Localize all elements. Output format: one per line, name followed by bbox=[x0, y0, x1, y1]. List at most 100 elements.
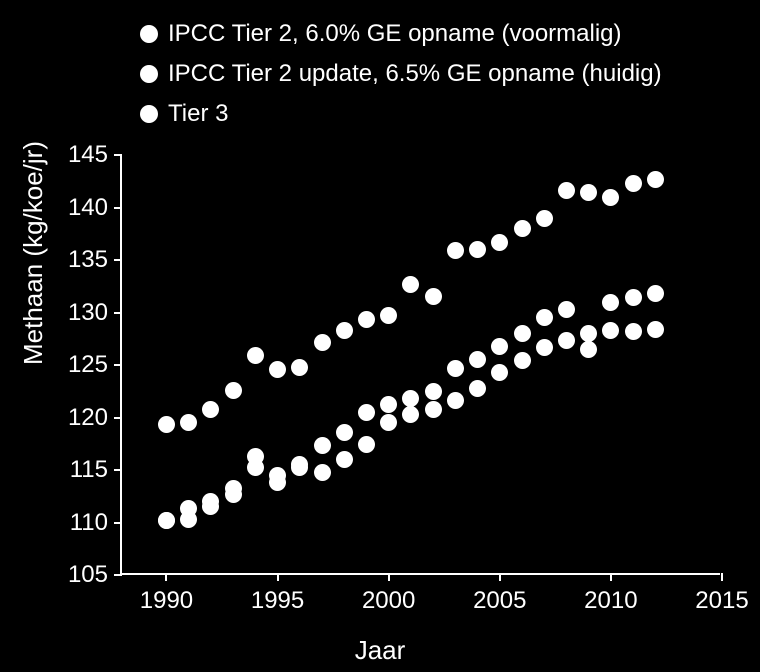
data-point bbox=[314, 334, 331, 351]
data-point bbox=[158, 512, 175, 529]
circle-marker-icon bbox=[140, 65, 158, 83]
data-point bbox=[536, 339, 553, 356]
data-point bbox=[336, 451, 353, 468]
data-point bbox=[158, 416, 175, 433]
x-tick bbox=[721, 573, 723, 581]
y-tick bbox=[114, 469, 122, 471]
y-tick bbox=[114, 312, 122, 314]
x-tick-label: 2015 bbox=[695, 587, 748, 615]
data-point bbox=[291, 359, 308, 376]
circle-marker-icon bbox=[140, 25, 158, 43]
data-point bbox=[180, 414, 197, 431]
data-point bbox=[469, 380, 486, 397]
data-point bbox=[536, 309, 553, 326]
x-tick-label: 2010 bbox=[584, 587, 637, 615]
data-point bbox=[269, 474, 286, 491]
legend-label: IPCC Tier 2, 6.0% GE opname (voormalig) bbox=[168, 20, 622, 48]
y-tick-label: 115 bbox=[70, 456, 108, 484]
y-tick-label: 135 bbox=[68, 246, 108, 274]
data-point bbox=[447, 242, 464, 259]
chart-container: Methaan (kg/koe/jr) 10511011512012513013… bbox=[0, 145, 760, 672]
data-point bbox=[580, 184, 597, 201]
data-point bbox=[402, 406, 419, 423]
x-tick bbox=[610, 573, 612, 581]
y-tick-label: 125 bbox=[68, 351, 108, 379]
data-point bbox=[269, 361, 286, 378]
data-point bbox=[647, 285, 664, 302]
data-point bbox=[314, 464, 331, 481]
data-point bbox=[491, 338, 508, 355]
y-tick bbox=[114, 259, 122, 261]
data-point bbox=[447, 392, 464, 409]
y-tick bbox=[114, 522, 122, 524]
data-point bbox=[625, 175, 642, 192]
y-tick bbox=[114, 207, 122, 209]
y-tick bbox=[114, 154, 122, 156]
data-point bbox=[558, 301, 575, 318]
data-point bbox=[425, 288, 442, 305]
x-tick bbox=[277, 573, 279, 581]
data-point bbox=[491, 234, 508, 251]
data-point bbox=[402, 276, 419, 293]
data-point bbox=[447, 360, 464, 377]
data-point bbox=[514, 220, 531, 237]
x-tick-label: 1995 bbox=[251, 587, 304, 615]
data-point bbox=[602, 322, 619, 339]
data-point bbox=[380, 414, 397, 431]
y-tick bbox=[114, 417, 122, 419]
data-point bbox=[647, 321, 664, 338]
legend-item: IPCC Tier 2 update, 6.5% GE opname (huid… bbox=[140, 60, 662, 88]
data-point bbox=[491, 364, 508, 381]
x-tick-label: 2000 bbox=[362, 587, 415, 615]
data-point bbox=[536, 210, 553, 227]
legend-label: IPCC Tier 2 update, 6.5% GE opname (huid… bbox=[168, 60, 662, 88]
y-tick-label: 120 bbox=[68, 404, 108, 432]
legend-item: IPCC Tier 2, 6.0% GE opname (voormalig) bbox=[140, 20, 662, 48]
y-tick bbox=[114, 574, 122, 576]
x-tick bbox=[165, 573, 167, 581]
y-tick bbox=[114, 364, 122, 366]
data-point bbox=[558, 182, 575, 199]
data-point bbox=[358, 404, 375, 421]
plot-area: 1051101151201251301351401451990199520002… bbox=[120, 155, 720, 575]
data-point bbox=[425, 401, 442, 418]
y-tick-label: 105 bbox=[68, 561, 108, 589]
data-point bbox=[514, 325, 531, 342]
data-point bbox=[380, 307, 397, 324]
data-point bbox=[225, 480, 242, 497]
data-point bbox=[580, 325, 597, 342]
data-point bbox=[647, 171, 664, 188]
y-tick-label: 140 bbox=[68, 194, 108, 222]
data-point bbox=[358, 436, 375, 453]
data-point bbox=[247, 448, 264, 465]
data-point bbox=[602, 189, 619, 206]
data-point bbox=[225, 382, 242, 399]
data-point bbox=[247, 347, 264, 364]
data-point bbox=[425, 383, 442, 400]
data-point bbox=[625, 323, 642, 340]
data-point bbox=[625, 289, 642, 306]
data-point bbox=[380, 396, 397, 413]
x-tick bbox=[388, 573, 390, 581]
y-tick-label: 145 bbox=[68, 141, 108, 169]
y-axis-title: Methaan (kg/koe/jr) bbox=[18, 141, 49, 365]
data-point bbox=[314, 437, 331, 454]
data-point bbox=[469, 241, 486, 258]
y-tick-label: 130 bbox=[68, 299, 108, 327]
data-point bbox=[336, 322, 353, 339]
legend-label: Tier 3 bbox=[168, 100, 228, 128]
data-point bbox=[402, 390, 419, 407]
data-point bbox=[336, 424, 353, 441]
data-point bbox=[514, 352, 531, 369]
data-point bbox=[469, 351, 486, 368]
y-tick-label: 110 bbox=[70, 509, 108, 537]
legend-item: Tier 3 bbox=[140, 100, 662, 128]
data-point bbox=[558, 332, 575, 349]
data-point bbox=[580, 341, 597, 358]
data-point bbox=[602, 294, 619, 311]
x-tick-label: 2005 bbox=[473, 587, 526, 615]
x-tick bbox=[499, 573, 501, 581]
circle-marker-icon bbox=[140, 105, 158, 123]
chart-legend: IPCC Tier 2, 6.0% GE opname (voormalig) … bbox=[140, 20, 662, 128]
x-axis-title: Jaar bbox=[355, 635, 406, 666]
